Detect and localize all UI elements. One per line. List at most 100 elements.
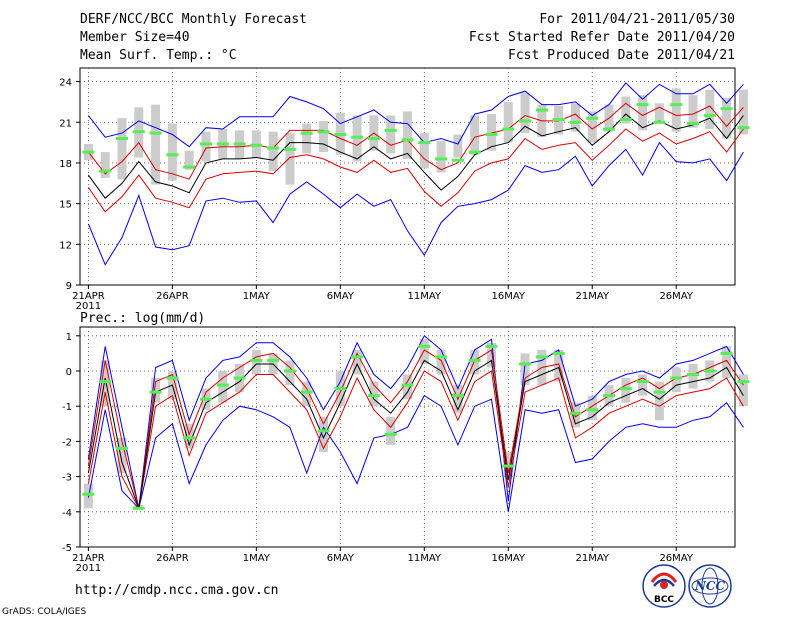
precip-plot-frame [79,326,736,548]
median-marker [468,150,481,154]
spread-box [184,423,194,449]
spread-box [386,115,396,154]
spread-box [503,451,513,477]
median-marker [636,103,649,107]
produced-date-label: Fcst Produced Date 2011/04/21 [508,48,735,63]
y-tick-label: 15 [59,200,72,211]
x-tick-label: 1MAY [243,553,271,564]
median-marker [569,411,582,415]
spread-box [117,118,127,180]
y-tick-label: 9 [66,281,72,292]
median-marker [418,141,431,145]
spread-box [688,363,698,389]
x-tick-label: 26APR [156,553,189,564]
spread-box [520,92,530,134]
x-tick-label: 26APR [156,291,189,302]
median-marker [619,387,632,391]
source-url[interactable]: http://cmdp.ncc.cma.gov.cn [75,583,279,598]
spread-box [386,416,396,445]
median-marker [132,506,145,510]
median-marker [737,126,750,130]
x-tick-year-label: 2011 [76,301,101,312]
x-tick-label: 26MAY [659,553,693,564]
min-envelope-line [87,394,744,512]
spread-box [638,374,648,396]
median-marker [267,146,280,150]
median-marker [720,351,733,355]
spread-box [117,437,127,474]
x-tick-label: 21MAY [575,291,609,302]
median-marker [619,118,632,122]
max-envelope-line [88,82,744,148]
median-marker [670,376,683,380]
median-marker [149,131,162,135]
median-marker [367,394,380,398]
median-marker [653,120,666,124]
median-marker [435,157,448,161]
spread-box [352,349,362,375]
spread-box [302,381,312,407]
median-marker [216,142,229,146]
x-tick-label: 21APR [72,291,105,302]
median-marker [502,127,515,131]
median-marker [132,130,145,134]
x-tick-label: 11MAY [408,553,442,564]
plus-sigma-line [87,349,744,509]
spread-box [722,97,732,139]
x-tick-label: 26MAY [659,291,693,302]
temp-variable-label: Mean Surf. Temp.: °C [80,48,237,63]
spread-box [453,134,463,158]
median-marker [485,344,498,348]
x-tick-label: 16MAY [492,291,526,302]
median-marker [586,408,599,412]
minus-sigma-line [87,370,744,510]
spread-box [167,123,177,181]
median-marker [351,135,364,139]
median-marker [603,394,616,398]
median-marker [485,132,498,136]
y-tick-label: 24 [59,78,72,89]
spread-box [738,374,748,407]
ensemble-mean-line [87,113,744,199]
spread-box [218,371,228,403]
spread-box [470,349,480,375]
spread-box [570,402,580,428]
median-marker [99,169,112,173]
median-marker [653,390,666,394]
spread-box [621,96,631,124]
member-size-label: Member Size=40 [80,30,190,45]
max-envelope-line [87,335,744,509]
median-marker [183,436,196,440]
median-marker [720,107,733,111]
median-marker [334,132,347,136]
median-marker [552,351,565,355]
x-tick-label: 21MAY [575,553,609,564]
median-marker [401,383,414,387]
median-marker [737,380,750,384]
median-marker [418,344,431,348]
spread-box [722,346,732,379]
y-tick-label: 1 [66,332,72,343]
median-marker [586,116,599,120]
spread-box [520,353,530,386]
spread-box [403,374,412,400]
spread-box [369,381,379,407]
spread-box [419,339,429,364]
median-marker [384,432,397,436]
x-tick-year-label: 2011 [76,563,101,574]
median-marker [569,120,582,124]
median-marker [687,373,700,377]
median-marker [115,137,128,141]
y-tick-label: 21 [59,118,72,129]
median-marker [334,387,347,391]
spread-box [654,381,664,421]
spread-box [587,395,597,421]
spread-box [184,150,194,170]
y-tick-label: -3 [62,473,72,484]
median-marker [502,464,515,468]
y-tick-label: 18 [59,159,72,170]
median-marker [283,147,296,151]
temp-plot-frame [79,67,736,286]
